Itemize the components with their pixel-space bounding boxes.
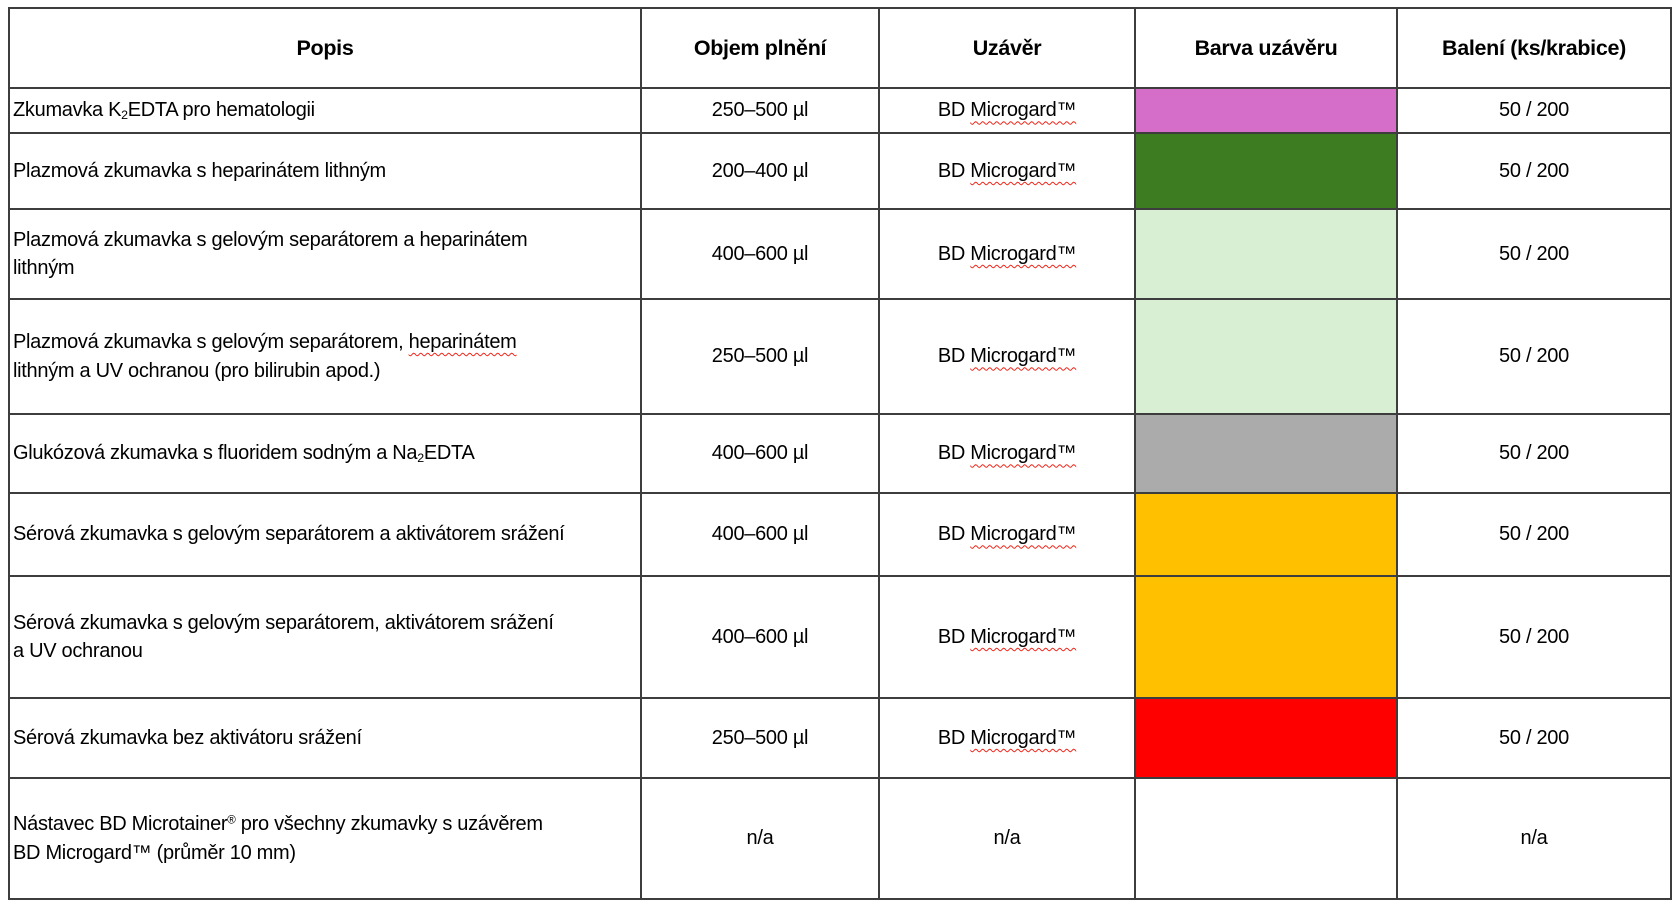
closure-cell: BD Microgard™: [878, 87, 1136, 134]
closure-cell: BD Microgard™: [878, 413, 1136, 494]
cap-color-swatch: [1134, 87, 1398, 134]
product-table: Popis Objem plnění Uzávěr Barva uzávěru Bale…: [8, 7, 1672, 900]
table-row: Plazmová zkumavka s gelovým separátorem …: [8, 208, 1672, 300]
col-header-uzaver: Uzávěr: [878, 7, 1136, 89]
cap-color-swatch: [1134, 492, 1398, 577]
closure-cell: BD Microgard™: [878, 492, 1136, 577]
closure-cell: BD Microgard™: [878, 575, 1136, 699]
popis-cell: Plazmová zkumavka s gelovým separátorem,…: [8, 298, 642, 415]
header-row: Popis Objem plnění Uzávěr Barva uzávěru Bale…: [8, 7, 1672, 89]
table-body: Zkumavka K2EDTA pro hematologii 250–500 µ…: [8, 87, 1672, 900]
col-header-popis: Popis: [8, 7, 642, 89]
table-header: Popis Objem plnění Uzávěr Barva uzávěru Bale…: [8, 7, 1672, 89]
popis-cell: Sérová zkumavka s gelovým separátorem a …: [8, 492, 642, 577]
closure-cell: n/a: [878, 777, 1136, 900]
cap-color-swatch: [1134, 208, 1398, 300]
popis-cell: Sérová zkumavka bez aktivátoru srážení: [8, 697, 642, 779]
table-row: Glukózová zkumavka s fluoridem sodným a …: [8, 413, 1672, 494]
packaging-cell: 50 / 200: [1396, 697, 1672, 779]
packaging-cell: 50 / 200: [1396, 575, 1672, 699]
fill-volume-cell: 400–600 µl: [640, 492, 880, 577]
cap-color-swatch: [1134, 298, 1398, 415]
packaging-cell: 50 / 200: [1396, 413, 1672, 494]
popis-cell: Sérová zkumavka s gelovým separátorem, a…: [8, 575, 642, 699]
cap-color-swatch: [1134, 413, 1398, 494]
table-row: Zkumavka K2EDTA pro hematologii 250–500 µ…: [8, 87, 1672, 134]
popis-cell: Zkumavka K2EDTA pro hematologii: [8, 87, 642, 134]
cap-color-swatch: [1134, 777, 1398, 900]
fill-volume-cell: 400–600 µl: [640, 208, 880, 300]
table-row: Sérová zkumavka s gelovým separátorem, a…: [8, 575, 1672, 699]
packaging-cell: 50 / 200: [1396, 132, 1672, 210]
packaging-cell: n/a: [1396, 777, 1672, 900]
col-header-baleni: Balení (ks/krabice): [1396, 7, 1672, 89]
closure-cell: BD Microgard™: [878, 298, 1136, 415]
fill-volume-cell: n/a: [640, 777, 880, 900]
popis-cell: Nástavec BD Microtainer® pro všechny zku…: [8, 777, 642, 900]
closure-cell: BD Microgard™: [878, 697, 1136, 779]
cap-color-swatch: [1134, 575, 1398, 699]
fill-volume-cell: 200–400 µl: [640, 132, 880, 210]
table-row: Sérová zkumavka bez aktivátoru srážení 25…: [8, 697, 1672, 779]
packaging-cell: 50 / 200: [1396, 492, 1672, 577]
packaging-cell: 50 / 200: [1396, 298, 1672, 415]
fill-volume-cell: 250–500 µl: [640, 87, 880, 134]
table-row: Nástavec BD Microtainer® pro všechny zku…: [8, 777, 1672, 900]
closure-cell: BD Microgard™: [878, 132, 1136, 210]
fill-volume-cell: 250–500 µl: [640, 298, 880, 415]
cap-color-swatch: [1134, 132, 1398, 210]
popis-cell: Plazmová zkumavka s gelovým separátorem …: [8, 208, 642, 300]
table-row: Plazmová zkumavka s heparinátem lithným 2…: [8, 132, 1672, 210]
table-row: Sérová zkumavka s gelovým separátorem a …: [8, 492, 1672, 577]
fill-volume-cell: 250–500 µl: [640, 697, 880, 779]
packaging-cell: 50 / 200: [1396, 87, 1672, 134]
popis-cell: Glukózová zkumavka s fluoridem sodným a …: [8, 413, 642, 494]
document-page: Popis Objem plnění Uzávěr Barva uzávěru Bale…: [8, 7, 1672, 900]
fill-volume-cell: 400–600 µl: [640, 413, 880, 494]
packaging-cell: 50 / 200: [1396, 208, 1672, 300]
col-header-barva-uzaveru: Barva uzávěru: [1134, 7, 1398, 89]
cap-color-swatch: [1134, 697, 1398, 779]
closure-cell: BD Microgard™: [878, 208, 1136, 300]
popis-cell: Plazmová zkumavka s heparinátem lithným: [8, 132, 642, 210]
fill-volume-cell: 400–600 µl: [640, 575, 880, 699]
table-row: Plazmová zkumavka s gelovým separátorem,…: [8, 298, 1672, 415]
col-header-objem-plneni: Objem plnění: [640, 7, 880, 89]
